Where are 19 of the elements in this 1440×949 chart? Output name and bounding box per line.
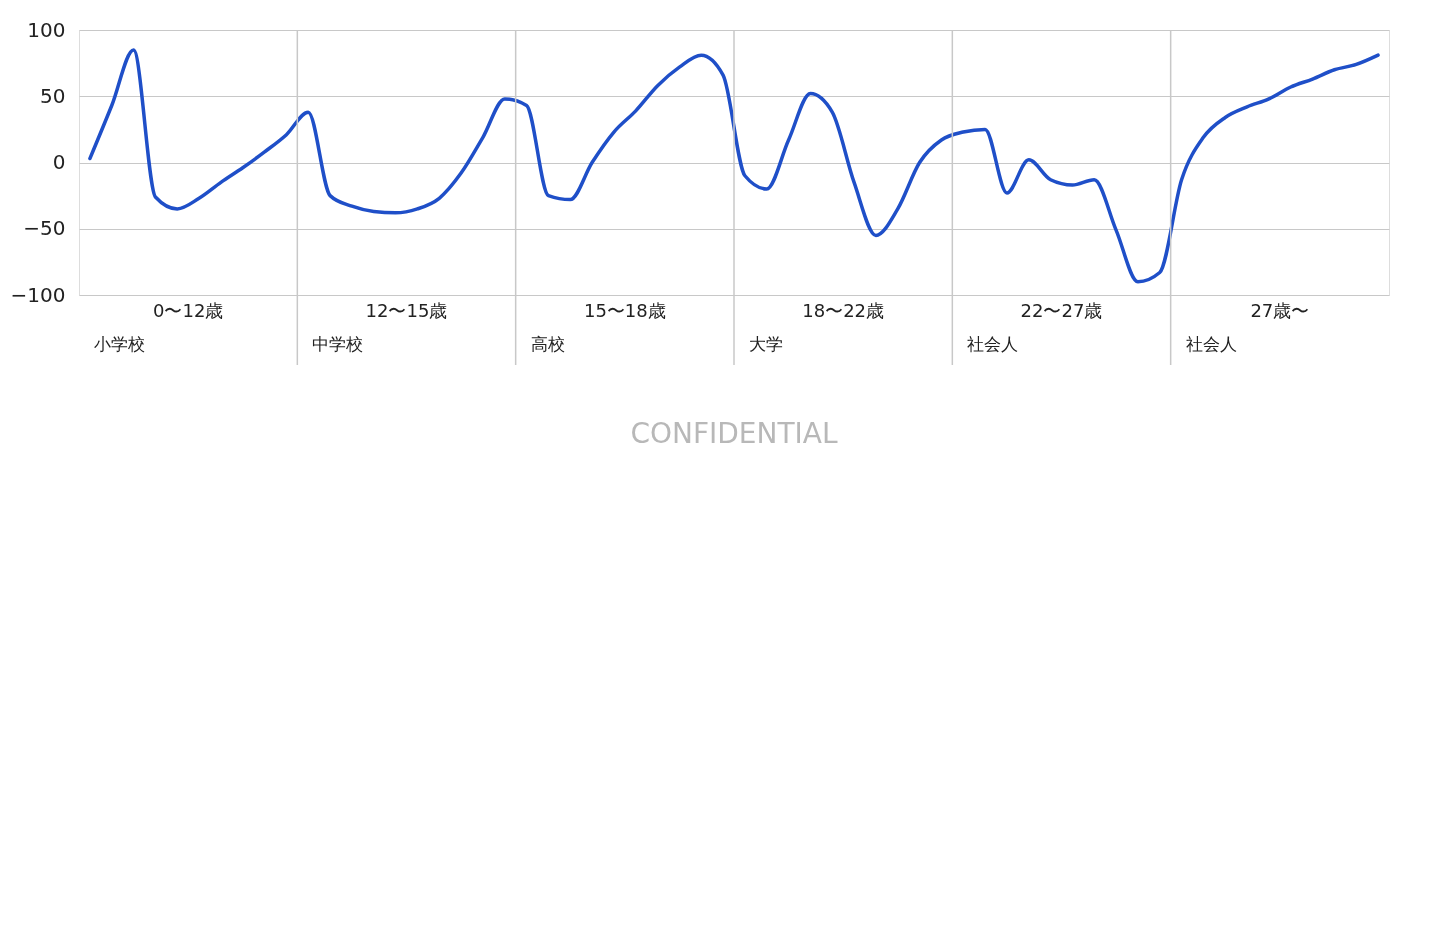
text: 27歳〜 [1250,300,1310,321]
y-tick-label: 50 [40,83,66,108]
text: CONFIDENTIAL [630,417,838,450]
y-tick-label: 0 [52,150,66,174]
text: 社会人 [1185,334,1237,354]
text: 中学校 [312,334,364,354]
text: 社会人 [967,334,1019,354]
y-tick-label: 100 [27,17,66,42]
y-tick-label: −100 [10,282,66,307]
y-tick-label: −50 [23,216,66,241]
text: 12〜15歳 [365,300,448,321]
text: 小学校 [94,334,145,354]
text: 18〜22歳 [802,300,885,321]
line-series [88,48,1380,284]
text: 高校 [530,334,565,354]
text: 15〜18歳 [583,300,666,321]
text: 22〜27歳 [1020,300,1103,321]
text: 0〜12歳 [152,300,224,321]
text: 大学 [749,334,783,354]
